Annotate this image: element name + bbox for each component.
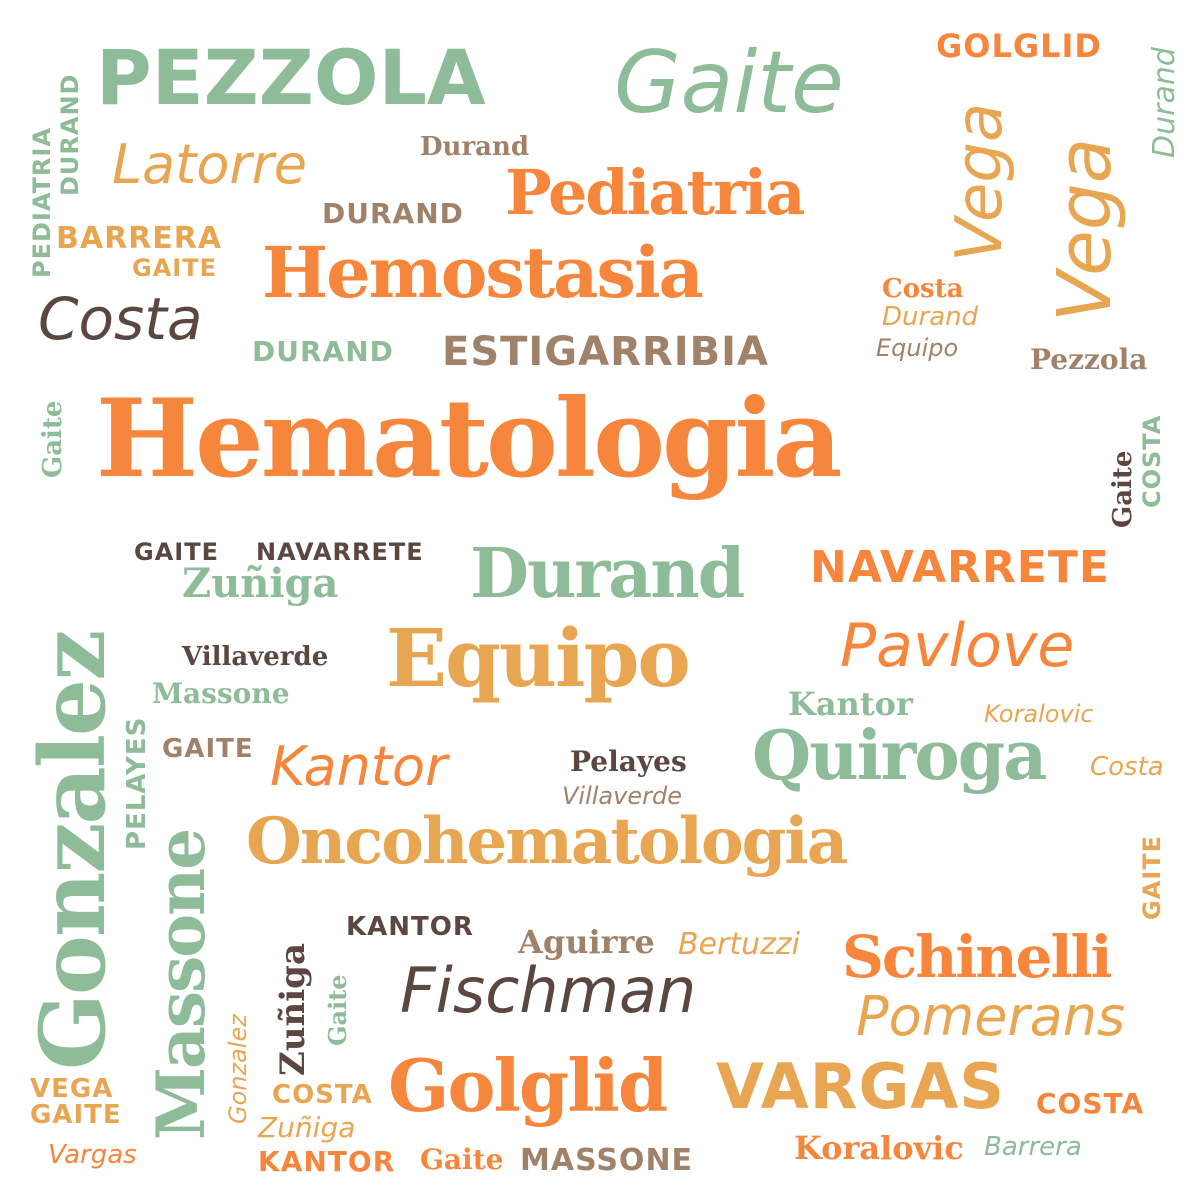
word-zuniga-vertical: Zuñiga [273, 943, 313, 1076]
word-golglid-caps: GOLGLID [936, 27, 1102, 65]
word-durand-vertical-right: Durand [1147, 47, 1182, 158]
word-durand-script: Durand [882, 302, 979, 332]
word-zuniga-script: Zuñiga [258, 1111, 356, 1144]
word-vega-caps: VEGA [30, 1074, 114, 1104]
word-aguirre: Aguirre [518, 923, 655, 961]
word-gaite-caps-vertical: GAITE [1138, 835, 1166, 920]
word-schinelli: Schinelli [842, 923, 1113, 991]
word-costa-orange: Costa [882, 274, 964, 304]
word-vargas-script: Vargas [48, 1140, 137, 1170]
word-pezzola-small: Pezzola [1030, 343, 1148, 376]
word-durand-large: Durand [470, 534, 745, 614]
word-villaverde-brown: Villaverde [182, 642, 329, 672]
word-gonzalez-vertical: Gonzalez [20, 631, 126, 1070]
word-latorre: Latorre [112, 133, 308, 196]
word-durand-caps-green: DURAND [252, 335, 394, 368]
word-fischman: Fischman [400, 954, 697, 1027]
word-navarrete-brown: NAVARRETE [256, 538, 424, 566]
word-navarrete-orange: NAVARRETE [810, 542, 1110, 593]
word-durand-small: Durand [420, 132, 530, 162]
word-costa-script: Costa [38, 285, 203, 353]
word-equipo-small: Equipo [876, 334, 959, 362]
word-estigarribia: ESTIGARRIBIA [442, 329, 769, 375]
word-pezzola: PEZZOLA [96, 33, 486, 122]
word-durand-vertical: DURAND [56, 73, 84, 196]
word-gaite-vertical-right: Gaite [1108, 450, 1138, 528]
word-quiroga: Quiroga [752, 716, 1047, 796]
word-pediatria: Pediatria [505, 156, 806, 229]
word-costa-caps-orange: COSTA [1036, 1087, 1145, 1120]
word-pediatria-vertical: PEDIATRIA [28, 127, 56, 278]
word-gaite-caps: GAITE [132, 254, 217, 282]
word-koralovic-small: Koralovic [984, 700, 1094, 728]
word-gaite-tan: GAITE [162, 734, 254, 764]
word-barrera-caps: BARRERA [56, 221, 223, 256]
word-massone-vertical: Massone [142, 829, 220, 1140]
word-oncohematologia: Oncohematologia [246, 804, 848, 879]
word-kantor-caps-orange: KANTOR [258, 1145, 396, 1178]
word-vega-vertical-2: Vega [1042, 137, 1128, 322]
word-hematologia: Hematologia [96, 376, 843, 502]
word-golglid: Golglid [388, 1043, 668, 1128]
word-kantor-green: Kantor [788, 685, 913, 723]
word-bertuzzi: Bertuzzi [678, 927, 800, 962]
word-durand-caps-tan: DURAND [322, 197, 464, 230]
word-costa-vertical: COSTA [1138, 414, 1166, 508]
word-gaite-brown: GAITE [134, 538, 219, 566]
word-kantor-caps: KANTOR [346, 912, 474, 942]
word-equipo-large: Equipo [386, 611, 691, 705]
word-gaite-slab-orange: Gaite [420, 1143, 504, 1176]
word-kantor-script: Kantor [270, 735, 448, 798]
word-barrera-script: Barrera [984, 1132, 1082, 1162]
word-costa-script-small: Costa [1090, 752, 1164, 782]
word-zuniga-green: Zuñiga [182, 560, 339, 607]
word-vargas-caps: VARGAS [716, 1050, 1006, 1123]
word-villaverde-script: Villaverde [562, 782, 682, 810]
word-massone-small: Massone [152, 677, 290, 710]
word-costa-caps-light: COSTA [272, 1080, 373, 1110]
word-gaite-vertical-green: Gaite [323, 974, 352, 1046]
word-gaite-caps-bottom: GAITE [30, 1100, 122, 1130]
word-vega-vertical-1: Vega [943, 102, 1017, 262]
word-massone-caps: MASSONE [520, 1143, 694, 1178]
word-gaite-large: Gaite [614, 33, 844, 133]
word-pomerans: Pomerans [856, 985, 1126, 1048]
word-pavlove: Pavlove [840, 611, 1075, 681]
word-gonzalez-vertical-small: Gonzalez [224, 1014, 252, 1124]
word-koralovic-orange: Koralovic [794, 1129, 964, 1167]
word-gaite-vertical-left: Gaite [38, 400, 68, 478]
word-hemostasia: Hemostasia [262, 231, 704, 314]
word-pelayes-brown: Pelayes [570, 745, 687, 778]
